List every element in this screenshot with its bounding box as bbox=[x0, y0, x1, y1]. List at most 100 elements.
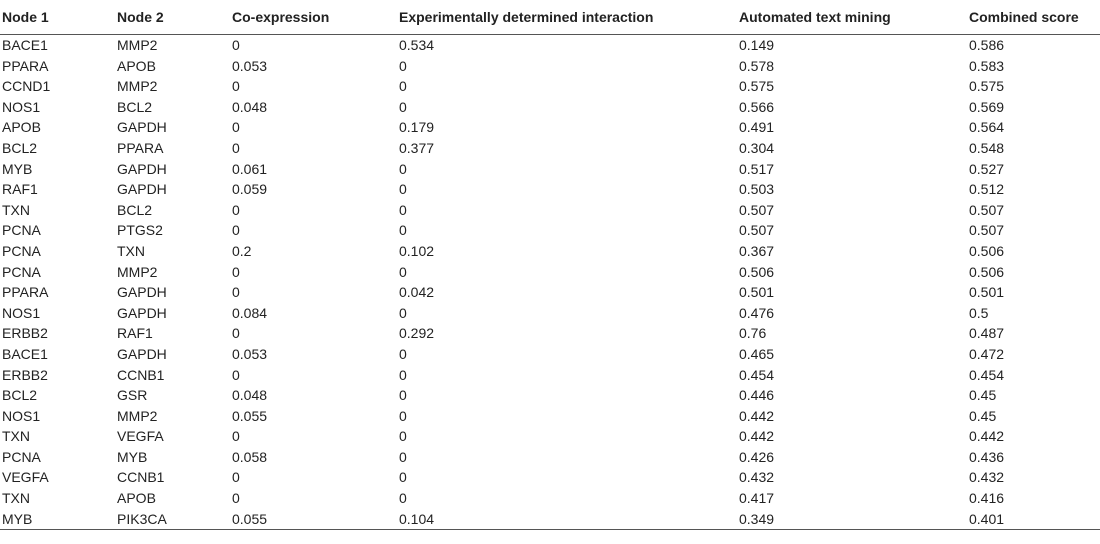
table-row: BCL2 GSR 0.048 0 0.446 0.45 bbox=[0, 385, 1100, 406]
cell-experimental-interaction: 0 bbox=[399, 469, 407, 486]
cell-combined-score: 0.506 bbox=[969, 263, 1005, 280]
table-row: NOS1 BCL2 0.048 0 0.566 0.569 bbox=[0, 97, 1100, 118]
cell-text-mining: 0.446 bbox=[739, 387, 775, 404]
cell-combined-score: 0.548 bbox=[969, 139, 1005, 156]
cell-combined-score: 0.507 bbox=[969, 201, 1005, 218]
cell-text-mining: 0.426 bbox=[739, 448, 775, 465]
cell-coexpression: 0.053 bbox=[232, 57, 268, 74]
cell-node1: TXN bbox=[2, 490, 30, 507]
table-row: MYB GAPDH 0.061 0 0.517 0.527 bbox=[0, 159, 1100, 180]
cell-text-mining: 0.491 bbox=[739, 119, 775, 136]
cell-experimental-interaction: 0 bbox=[399, 201, 407, 218]
cell-node1: NOS1 bbox=[2, 98, 41, 115]
cell-node1: BACE1 bbox=[2, 37, 48, 53]
cell-node1: ERBB2 bbox=[2, 366, 48, 383]
cell-node2: GAPDH bbox=[117, 160, 167, 177]
table-row: TXN BCL2 0 0 0.507 0.507 bbox=[0, 200, 1100, 221]
cell-experimental-interaction: 0 bbox=[399, 366, 407, 383]
cell-node1: APOB bbox=[2, 119, 41, 136]
cell-experimental-interaction: 0.179 bbox=[399, 119, 435, 136]
cell-coexpression: 0 bbox=[232, 469, 240, 486]
cell-experimental-interaction: 0 bbox=[399, 304, 407, 321]
cell-experimental-interaction: 0 bbox=[399, 263, 407, 280]
cell-node2: GSR bbox=[117, 387, 148, 404]
cell-node2: BCL2 bbox=[117, 201, 153, 218]
cell-combined-score: 0.442 bbox=[969, 428, 1005, 445]
cell-node2: GAPDH bbox=[117, 181, 167, 198]
header-text-mining: Automated text mining bbox=[739, 0, 969, 35]
table-row: PCNA PTGS2 0 0 0.507 0.507 bbox=[0, 220, 1100, 241]
cell-combined-score: 0.45 bbox=[969, 407, 997, 424]
cell-node1: BCL2 bbox=[2, 139, 38, 156]
cell-text-mining: 0.501 bbox=[739, 284, 775, 301]
cell-combined-score: 0.506 bbox=[969, 242, 1005, 259]
cell-coexpression: 0 bbox=[232, 139, 240, 156]
cell-combined-score: 0.487 bbox=[969, 325, 1005, 342]
cell-coexpression: 0 bbox=[232, 78, 240, 95]
cell-experimental-interaction: 0 bbox=[399, 181, 407, 198]
cell-node2: MMP2 bbox=[117, 263, 158, 280]
cell-node1: PPARA bbox=[2, 57, 49, 74]
cell-experimental-interaction: 0 bbox=[399, 78, 407, 95]
cell-node1: ERBB2 bbox=[2, 325, 48, 342]
cell-node2: CCNB1 bbox=[117, 469, 165, 486]
table-row: APOB GAPDH 0 0.179 0.491 0.564 bbox=[0, 117, 1100, 138]
cell-node2: MYB bbox=[117, 448, 148, 465]
cell-coexpression: 0 bbox=[232, 428, 240, 445]
cell-experimental-interaction: 0 bbox=[399, 387, 407, 404]
cell-coexpression: 0.2 bbox=[232, 242, 252, 259]
cell-text-mining: 0.432 bbox=[739, 469, 775, 486]
table-row: TXN APOB 0 0 0.417 0.416 bbox=[0, 488, 1100, 509]
cell-node1: PCNA bbox=[2, 448, 41, 465]
cell-combined-score: 0.401 bbox=[969, 508, 1100, 531]
cell-node1: CCND1 bbox=[2, 78, 51, 95]
cell-experimental-interaction: 0 bbox=[399, 160, 407, 177]
cell-coexpression: 0 bbox=[232, 325, 240, 342]
cell-node2: APOB bbox=[117, 490, 156, 507]
cell-coexpression: 0.053 bbox=[232, 345, 268, 362]
cell-text-mining: 0.566 bbox=[739, 98, 775, 115]
cell-combined-score: 0.569 bbox=[969, 98, 1005, 115]
cell-experimental-interaction: 0.377 bbox=[399, 139, 435, 156]
cell-experimental-interaction: 0 bbox=[399, 428, 407, 445]
cell-coexpression: 0.059 bbox=[232, 181, 268, 198]
cell-combined-score: 0.501 bbox=[969, 284, 1005, 301]
cell-text-mining: 0.367 bbox=[739, 242, 775, 259]
cell-node1: PCNA bbox=[2, 222, 41, 239]
cell-text-mining: 0.517 bbox=[739, 160, 775, 177]
cell-node2: GAPDH bbox=[117, 345, 167, 362]
cell-node2: CCNB1 bbox=[117, 366, 165, 383]
cell-node2: RAF1 bbox=[117, 325, 153, 342]
cell-combined-score: 0.583 bbox=[969, 57, 1005, 74]
table-row: PPARA GAPDH 0 0.042 0.501 0.501 bbox=[0, 282, 1100, 303]
cell-node1: PCNA bbox=[2, 263, 41, 280]
cell-text-mining: 0.503 bbox=[739, 181, 775, 198]
cell-combined-score: 0.564 bbox=[969, 119, 1005, 136]
table-row: NOS1 MMP2 0.055 0 0.442 0.45 bbox=[0, 406, 1100, 427]
cell-node2: GAPDH bbox=[117, 304, 167, 321]
cell-text-mining: 0.76 bbox=[739, 325, 767, 342]
cell-combined-score: 0.454 bbox=[969, 366, 1005, 383]
cell-coexpression: 0 bbox=[232, 284, 240, 301]
cell-node1: NOS1 bbox=[2, 407, 41, 424]
cell-combined-score: 0.432 bbox=[969, 469, 1005, 486]
cell-coexpression: 0 bbox=[232, 263, 240, 280]
cell-node2: GAPDH bbox=[117, 284, 167, 301]
cell-node1: RAF1 bbox=[2, 181, 38, 198]
cell-coexpression: 0.055 bbox=[232, 508, 399, 531]
cell-node2: PIK3CA bbox=[117, 508, 232, 531]
table-row: NOS1 GAPDH 0.084 0 0.476 0.5 bbox=[0, 303, 1100, 324]
cell-combined-score: 0.586 bbox=[969, 37, 1005, 53]
cell-text-mining: 0.507 bbox=[739, 201, 775, 218]
cell-node1: MYB bbox=[0, 508, 117, 531]
cell-combined-score: 0.472 bbox=[969, 345, 1005, 362]
cell-node1: NOS1 bbox=[2, 304, 41, 321]
table-row: PPARA APOB 0.053 0 0.578 0.583 bbox=[0, 56, 1100, 77]
cell-node2: VEGFA bbox=[117, 428, 164, 445]
cell-text-mining: 0.442 bbox=[739, 407, 775, 424]
cell-node1: TXN bbox=[2, 201, 30, 218]
cell-combined-score: 0.527 bbox=[969, 160, 1005, 177]
cell-coexpression: 0.048 bbox=[232, 98, 268, 115]
cell-node2: PTGS2 bbox=[117, 222, 163, 239]
